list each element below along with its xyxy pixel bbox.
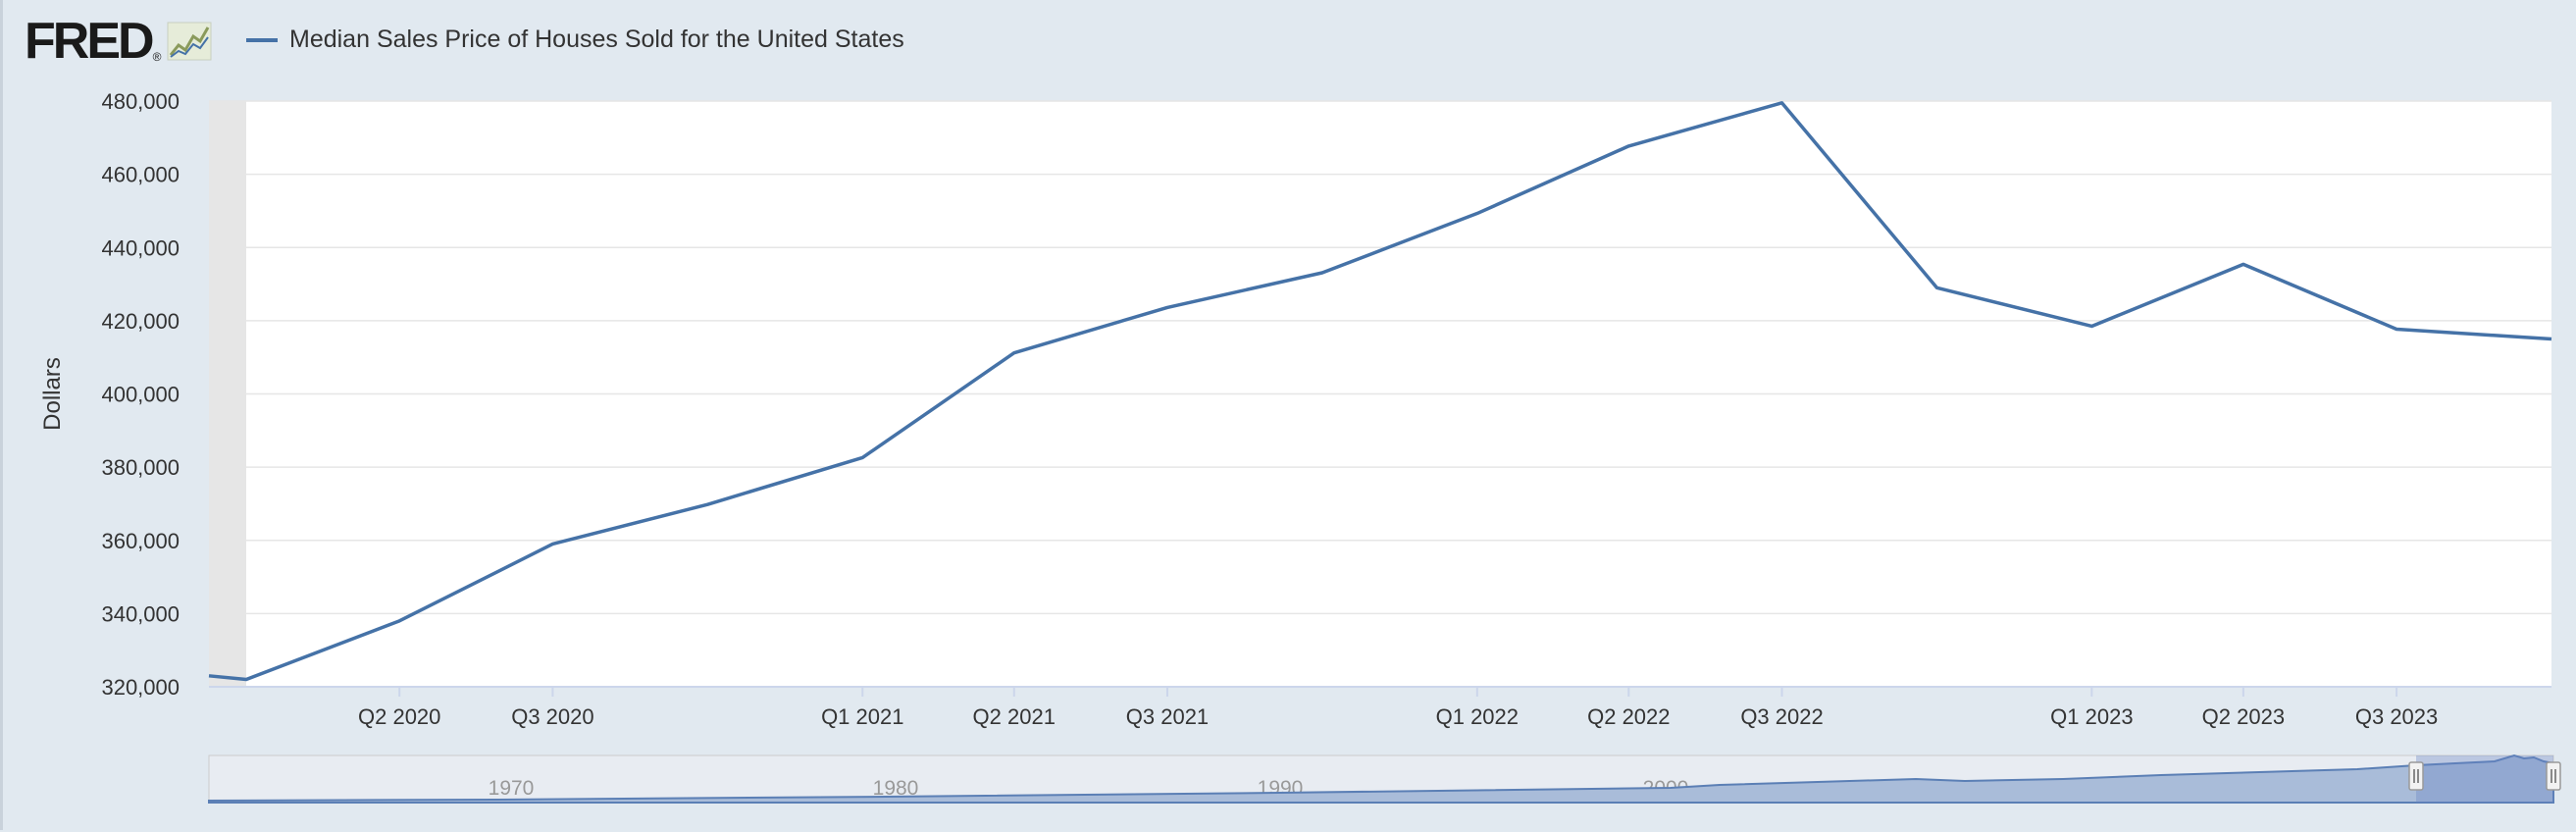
y-tick-label: 380,000 [101, 455, 180, 480]
y-tick-label: 420,000 [101, 309, 180, 334]
x-axis-ticks: Q2 2020 Q3 2020 Q1 2021 Q2 2021 Q3 2021 Q1 20… [358, 687, 2438, 729]
legend-swatch [246, 37, 278, 42]
x-tick-label: Q1 2023 [2050, 704, 2133, 729]
navigator-label: 1970 [489, 777, 535, 800]
handle-body [2546, 761, 2561, 791]
fred-logo-text: FRED [25, 13, 155, 70]
navigator-handle-right[interactable] [2546, 761, 2561, 791]
series-lines [208, 101, 2552, 682]
navigator-selection [2416, 755, 2553, 803]
grid-lines [209, 100, 2551, 688]
x-tick-label: Q3 2020 [511, 704, 593, 729]
navigator-handle-left[interactable] [2408, 761, 2424, 791]
navigator-series [208, 754, 2554, 804]
legend-label: Median Sales Price of Houses Sold for th… [289, 26, 904, 53]
fred-logo[interactable]: FRED ® [25, 14, 212, 69]
y-axis-label: Dollars [39, 357, 66, 431]
y-axis-ticks: 320,000 340,000 360,000 380,000 400,000 420,0… [101, 89, 180, 700]
legend[interactable]: Median Sales Price of Houses Sold for th… [246, 26, 904, 54]
navigator-label: 1980 [873, 777, 919, 800]
y-tick-label: 320,000 [101, 675, 180, 700]
y-tick-label: 460,000 [101, 163, 180, 187]
x-tick-label: Q2 2020 [358, 704, 440, 729]
y-tick-label: 400,000 [101, 383, 180, 407]
y-tick-label: 480,000 [101, 89, 180, 114]
x-tick-label: Q2 2023 [2202, 704, 2285, 729]
y-tick-label: 440,000 [101, 235, 180, 260]
x-tick-label: Q3 2022 [1740, 704, 1823, 729]
x-tick-label: Q3 2023 [2355, 704, 2438, 729]
registered-mark: ® [152, 50, 162, 64]
handle-body [2408, 761, 2424, 791]
navigator[interactable]: 197019801990200020102020 [208, 754, 2561, 804]
x-tick-label: Q1 2022 [1436, 704, 1519, 729]
chart-svg: 320,000 340,000 360,000 380,000 400,000 420,0… [39, 89, 2561, 804]
x-tick-label: Q2 2022 [1587, 704, 1670, 729]
x-tick-label: Q3 2021 [1126, 704, 1209, 729]
graph-icon [167, 22, 212, 61]
series-line [208, 101, 2552, 682]
x-tick-label: Q2 2021 [973, 704, 1056, 729]
y-tick-label: 340,000 [101, 601, 180, 626]
x-tick-label: Q1 2021 [821, 704, 903, 729]
y-tick-label: 360,000 [101, 529, 180, 553]
